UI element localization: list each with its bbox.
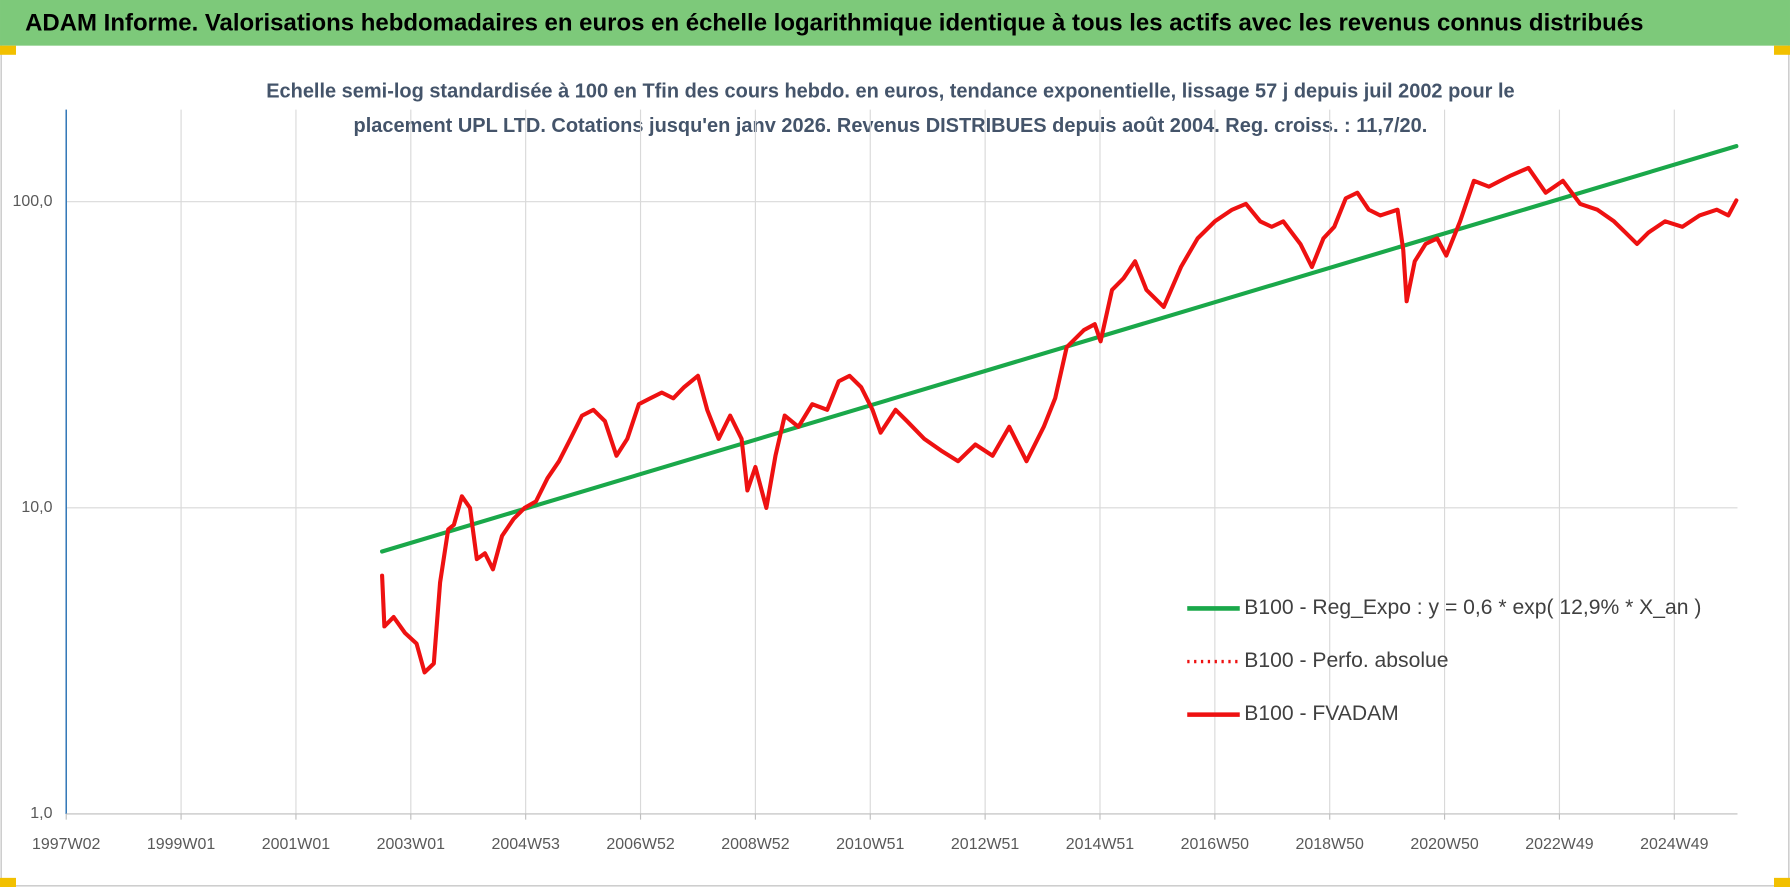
chart-subtitle: Echelle semi-log standardisée à 100 en T… — [266, 81, 1514, 103]
y-tick-label: 100,0 — [13, 193, 53, 210]
y-tick-label: 1,0 — [30, 805, 52, 822]
chart-title: ADAM Informe. Valorisations hebdomadaire… — [25, 9, 1643, 36]
x-tick-label: 2020W50 — [1410, 836, 1478, 853]
x-tick-label: 2003W01 — [377, 836, 445, 853]
x-tick-label: 2008W52 — [721, 836, 789, 853]
legend-label: B100 - FVADAM — [1244, 702, 1398, 725]
x-tick-label: 2018W50 — [1296, 836, 1364, 853]
x-tick-label: 1999W01 — [147, 836, 215, 853]
y-tick-label: 10,0 — [21, 499, 52, 516]
series-line — [380, 144, 1739, 554]
legend-label: B100 - Perfo. absolue — [1244, 649, 1448, 672]
x-tick-label: 2014W51 — [1066, 836, 1134, 853]
chart-subtitle: placement UPL LTD. Cotations jusqu'en ja… — [354, 115, 1428, 137]
x-tick-label: 2001W01 — [262, 836, 330, 853]
series-line — [380, 165, 1739, 675]
x-tick-label: 2022W49 — [1525, 836, 1593, 853]
corner — [0, 45, 16, 55]
x-tick-label: 2006W52 — [606, 836, 674, 853]
legend-label: B100 - Reg_Expo : y = 0,6 * exp( 12,9% *… — [1244, 596, 1701, 619]
corner — [1774, 45, 1790, 55]
corner — [0, 877, 16, 887]
x-tick-label: 2024W49 — [1640, 836, 1708, 853]
x-tick-label: 2010W51 — [836, 836, 904, 853]
x-tick-label: 1997W02 — [32, 836, 100, 853]
x-tick-label: 2016W50 — [1181, 836, 1249, 853]
corner — [1774, 877, 1790, 887]
x-tick-label: 2012W51 — [951, 836, 1019, 853]
x-tick-label: 2004W53 — [491, 836, 559, 853]
title-band — [0, 0, 1790, 46]
